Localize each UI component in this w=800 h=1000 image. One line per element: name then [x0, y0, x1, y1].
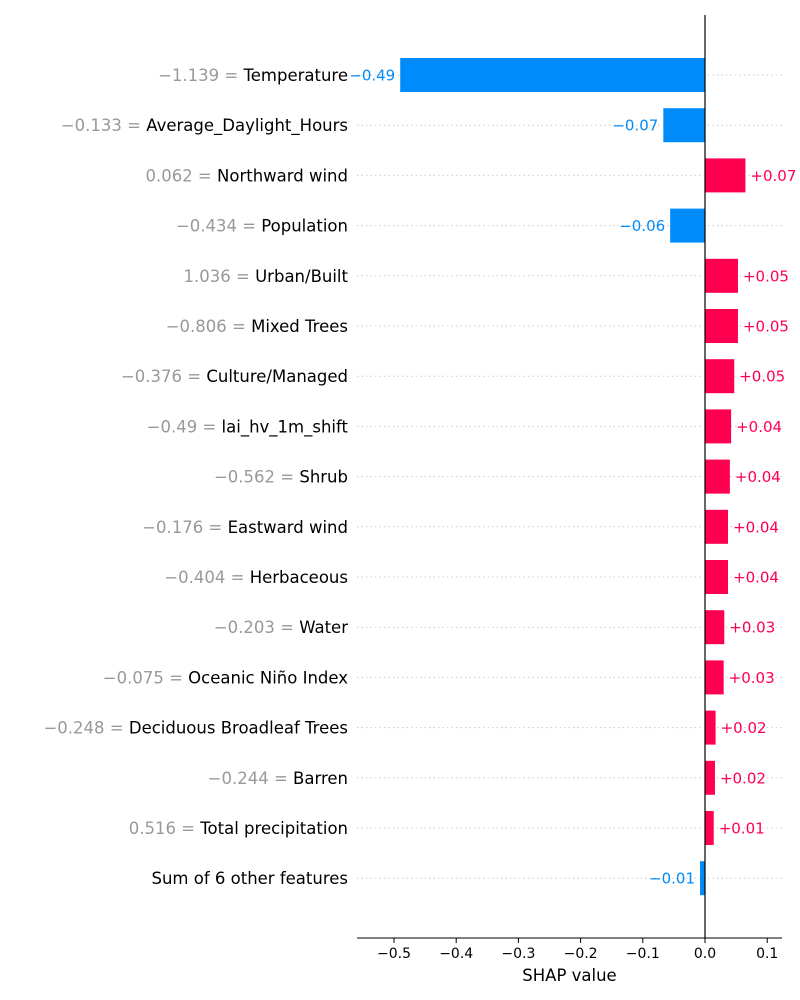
bar-15	[705, 760, 715, 795]
feature-name: Sum of 6 other features	[151, 869, 348, 888]
x-tick-label: −0.2	[564, 946, 598, 962]
feature-name: Deciduous Broadleaf Trees	[129, 719, 348, 738]
bar-17	[700, 861, 705, 896]
feature-label: −0.806 = Mixed Trees	[166, 317, 348, 336]
feature-label: −0.244 = Barren	[208, 769, 348, 788]
data-label: +0.02	[720, 769, 766, 787]
feature-value: −0.248 =	[43, 719, 128, 738]
feature-value: −0.075 =	[103, 668, 188, 687]
data-label: −0.49	[349, 67, 395, 85]
feature-label: 1.036 = Urban/Built	[184, 267, 349, 286]
feature-name: Oceanic Niño Index	[188, 668, 348, 687]
bar-6	[705, 309, 738, 343]
bar-4	[670, 208, 705, 243]
bar-13	[705, 660, 724, 695]
feature-label: 0.516 = Total precipitation	[129, 819, 348, 838]
feature-name: Northward wind	[217, 166, 348, 185]
feature-label: −0.203 = Water	[214, 618, 348, 637]
feature-value: 0.062 =	[145, 166, 217, 185]
x-tick-label: 0.0	[694, 946, 716, 962]
bar-8	[705, 409, 732, 444]
bar-16	[705, 811, 714, 845]
feature-name: lai_hv_1m_shift	[222, 417, 349, 437]
feature-label: −0.562 = Shrub	[214, 468, 348, 487]
bar-9	[705, 459, 730, 494]
feature-name: Average_Daylight_Hours	[146, 116, 348, 136]
feature-label: Sum of 6 other features	[151, 869, 348, 888]
data-label: +0.01	[719, 820, 765, 838]
data-label: −0.07	[612, 117, 658, 135]
feature-name: Temperature	[242, 66, 348, 85]
data-label: +0.07	[750, 167, 796, 185]
x-ticks: −0.5 −0.4 −0.3 −0.2 −0.1 0.0 0.1	[377, 938, 778, 962]
feature-name: Barren	[293, 769, 348, 788]
data-label: +0.02	[721, 719, 767, 737]
data-label: +0.05	[743, 318, 789, 336]
data-label: +0.03	[729, 669, 775, 687]
bar-1	[400, 58, 705, 92]
x-tick-label: −0.5	[377, 946, 411, 962]
feature-label: −0.404 = Herbaceous	[164, 568, 348, 587]
bar-7	[705, 359, 735, 394]
feature-value: −0.562 =	[214, 468, 299, 487]
bar-11	[705, 560, 729, 594]
feature-value: 0.516 =	[129, 819, 201, 838]
data-label: +0.04	[736, 418, 782, 436]
x-axis: −0.5 −0.4 −0.3 −0.2 −0.1 0.0 0.1 SHAP value	[357, 15, 782, 985]
data-label: −0.06	[619, 217, 665, 235]
bar-14	[705, 710, 716, 745]
feature-label: −1.139 = Temperature	[158, 66, 348, 85]
feature-value: 1.036 =	[184, 267, 256, 286]
x-tick-label: −0.1	[626, 946, 660, 962]
data-label: +0.05	[739, 368, 785, 386]
x-tick-label: −0.3	[501, 946, 535, 962]
feature-value: −0.434 =	[176, 217, 261, 236]
feature-name: Shrub	[299, 468, 348, 487]
feature-name: Urban/Built	[255, 267, 348, 286]
feature-name: Mixed Trees	[251, 317, 348, 336]
feature-value: −0.49 =	[147, 417, 222, 436]
feature-name: Water	[299, 618, 348, 637]
data-label: −0.01	[649, 870, 695, 888]
x-tick-label: −0.4	[439, 946, 473, 962]
feature-label: −0.434 = Population	[176, 217, 348, 236]
feature-label: −0.376 = Culture/Managed	[121, 367, 348, 386]
data-label: +0.04	[733, 518, 779, 536]
bar-3	[705, 158, 746, 193]
feature-name: Culture/Managed	[206, 367, 348, 386]
feature-labels: −1.139 = Temperature −0.133 = Average_Day…	[43, 66, 348, 888]
x-axis-label: SHAP value	[522, 966, 616, 985]
feature-name: Total precipitation	[199, 819, 348, 838]
feature-label: −0.248 = Deciduous Broadleaf Trees	[43, 719, 348, 738]
feature-name: Eastward wind	[228, 518, 348, 537]
feature-value: −0.806 =	[166, 317, 251, 336]
feature-value: −0.176 =	[142, 518, 227, 537]
data-label: +0.03	[729, 619, 775, 637]
data-label: +0.04	[735, 468, 781, 486]
feature-label: −0.133 = Average_Daylight_Hours	[61, 116, 348, 136]
grid-lines	[357, 74, 782, 879]
feature-value: −0.404 =	[164, 568, 249, 587]
feature-label: 0.062 = Northward wind	[145, 166, 348, 185]
feature-label: −0.176 = Eastward wind	[142, 518, 348, 537]
bar-12	[705, 610, 725, 645]
feature-value: −0.133 =	[61, 116, 146, 135]
feature-name: Herbaceous	[250, 568, 348, 587]
bars: −0.49 −0.07 +0.07 −0.06 +0.05 +0.05 +0.05 +0.04…	[349, 58, 796, 896]
x-tick-label: 0.1	[756, 946, 778, 962]
data-label: +0.05	[743, 267, 789, 285]
bar-10	[705, 509, 729, 544]
bar-5	[705, 258, 738, 293]
feature-label: −0.075 = Oceanic Niño Index	[103, 668, 348, 687]
feature-value: −0.203 =	[214, 618, 299, 637]
feature-value: −0.244 =	[208, 769, 293, 788]
feature-label: −0.49 = lai_hv_1m_shift	[147, 417, 349, 437]
feature-name: Population	[261, 217, 348, 236]
data-label: +0.04	[733, 569, 779, 587]
feature-value: −0.376 =	[121, 367, 206, 386]
bar-2	[663, 108, 705, 143]
feature-value: −1.139 =	[158, 66, 243, 85]
